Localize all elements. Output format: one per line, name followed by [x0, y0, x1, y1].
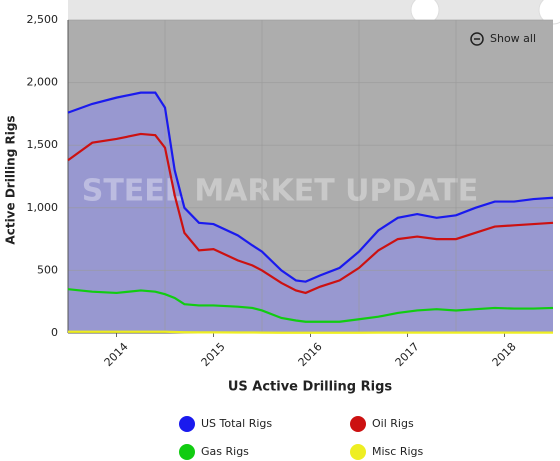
legend-marker — [179, 444, 195, 460]
y-axis-label: Active Drilling Rigs — [4, 115, 18, 244]
x-tick-label: 2018 — [490, 340, 519, 369]
series-line — [68, 330, 553, 334]
legend-marker — [350, 444, 366, 460]
y-tick-label: 2,500 — [27, 13, 59, 26]
series-line — [67, 288, 554, 323]
watermark: STEEL MARKET UPDATE — [82, 174, 479, 209]
x-tick-label: 2014 — [102, 340, 131, 369]
y-tick-label: 500 — [37, 263, 58, 276]
area — [68, 92, 553, 333]
legend-label[interactable]: US Total Rigs — [201, 417, 272, 430]
x-axis-label: US Active Drilling Rigs — [228, 380, 393, 395]
y-tick-label: 2,000 — [27, 76, 59, 89]
y-tick-label: 0 — [51, 326, 58, 339]
x-tick-label: 2017 — [393, 340, 422, 369]
legend-label[interactable]: Gas Rigs — [201, 445, 249, 458]
y-tick-label: 1,500 — [27, 138, 59, 151]
y-tick-label: 1,000 — [27, 201, 59, 214]
show-all-button[interactable]: Show all — [490, 32, 536, 45]
legend-label[interactable]: Oil Rigs — [372, 417, 414, 430]
zoom-icon — [470, 32, 484, 46]
series-line — [67, 91, 554, 283]
scrollbar[interactable] — [68, 0, 553, 20]
series-line — [67, 132, 554, 295]
x-tick-label: 2015 — [199, 340, 228, 369]
x-tick-label: 2016 — [296, 340, 325, 369]
legend-marker — [179, 416, 195, 432]
legend-marker — [350, 416, 366, 432]
legend-label[interactable]: Misc Rigs — [372, 445, 424, 458]
